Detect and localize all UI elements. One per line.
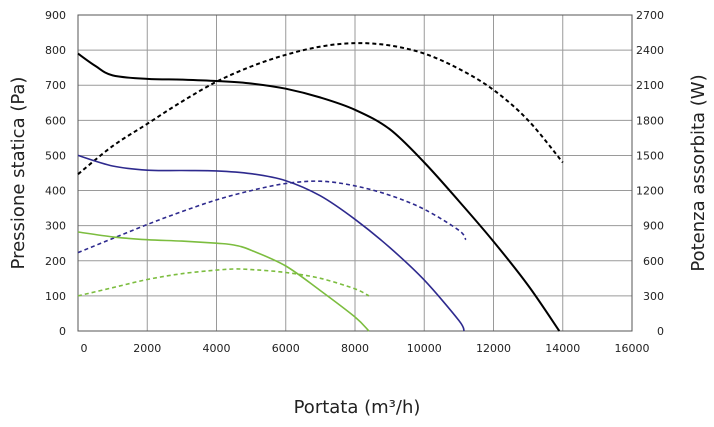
series-pressure-line-2: [77, 154, 465, 332]
x-tick-label: 6000: [272, 342, 300, 355]
y-tick-label: 600: [45, 114, 66, 127]
y-axis-title: Pressione statica (Pa): [8, 77, 29, 270]
y2-tick-label: 2100: [636, 79, 664, 92]
x-axis-title: Portata (m³/h): [294, 397, 421, 418]
x-tick-label: 4000: [203, 342, 231, 355]
x-tick-label: 12000: [476, 342, 511, 355]
series-power-line-5: [77, 268, 370, 297]
y2-tick-label: 2400: [636, 44, 664, 57]
y2-axis-title: Potenza assorbita (W): [688, 74, 709, 271]
y-tick-label: 500: [45, 149, 66, 162]
y-tick-label: 200: [45, 255, 66, 268]
y-tick-label: 0: [59, 325, 66, 338]
x-tick-label: 2000: [133, 342, 161, 355]
y2-tick-label: 1500: [636, 149, 664, 162]
y2-tick-label: 0: [657, 325, 664, 338]
y2-tick-label: 900: [643, 220, 664, 233]
x-tick-label: 14000: [545, 342, 580, 355]
x-tick-label: 0: [81, 342, 88, 355]
series-lines: [77, 42, 564, 332]
y-tick-label: 800: [45, 44, 66, 57]
series-power-line-3: [77, 180, 467, 254]
y-tick-label: 100: [45, 290, 66, 303]
x-tick-label: 8000: [341, 342, 369, 355]
grid: [77, 14, 633, 332]
y2-tick-label: 2700: [636, 9, 664, 22]
y-tick-label: 700: [45, 79, 66, 92]
tick-labels: 0 2000 4000 6000 8000 10000 12000 14000 16000010…: [45, 9, 664, 355]
y-tick-label: 900: [45, 9, 66, 22]
x-tick-label: 16000: [615, 342, 650, 355]
y2-tick-label: 1200: [636, 185, 664, 198]
y2-tick-label: 600: [643, 255, 664, 268]
series-power-line-1: [77, 42, 564, 175]
x-tick-label: 10000: [407, 342, 442, 355]
y2-tick-label: 300: [643, 290, 664, 303]
series-pressure-line-4: [77, 231, 370, 332]
y-tick-label: 400: [45, 185, 66, 198]
y-tick-label: 300: [45, 220, 66, 233]
y2-tick-label: 1800: [636, 114, 664, 127]
series-pressure-line-0: [77, 52, 561, 332]
